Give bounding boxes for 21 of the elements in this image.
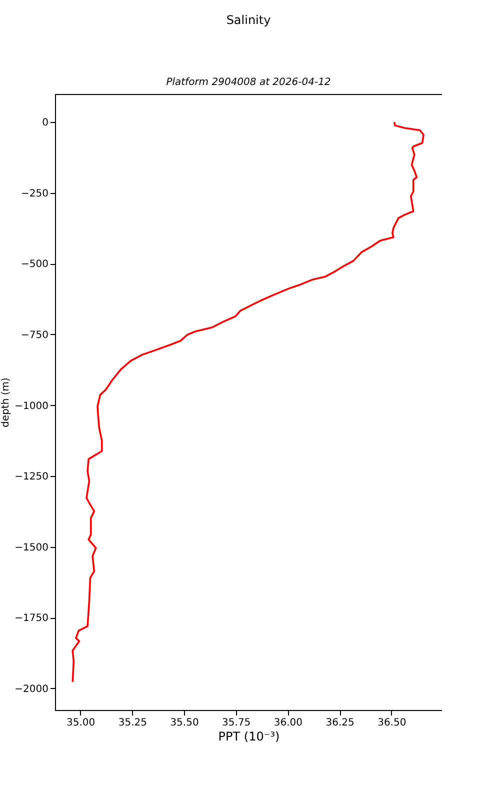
- x-tick-label: 35.75: [222, 718, 251, 728]
- x-tick-label: 35.50: [170, 718, 199, 728]
- y-tick-label: −2000: [14, 684, 48, 695]
- chart-subtitle: Platform 2904008 at 2026-04-12: [166, 77, 331, 88]
- y-tick-label: −1750: [14, 613, 48, 624]
- y-tick-label: −1000: [14, 400, 48, 412]
- x-tick-label: 36.50: [378, 718, 406, 728]
- y-tick-label: 0: [42, 118, 48, 129]
- y-tick-label: −250: [21, 188, 48, 200]
- y-axis-title: depth (m): [0, 377, 12, 428]
- y-tick-label: −750: [21, 330, 48, 341]
- y-tick-label: −500: [21, 259, 48, 270]
- y-tick-label: −1250: [14, 472, 48, 483]
- chart-title: Salinity: [226, 13, 271, 27]
- x-tick-label: 35.00: [66, 718, 96, 728]
- x-tick-label: 36.25: [326, 718, 354, 728]
- y-tick-label: −1500: [14, 542, 48, 554]
- x-axis-title: PPT (10⁻³): [218, 730, 280, 744]
- x-tick-label: 36.00: [274, 718, 303, 728]
- line-series: [72, 121, 424, 683]
- x-tick-label: 35.25: [118, 718, 147, 728]
